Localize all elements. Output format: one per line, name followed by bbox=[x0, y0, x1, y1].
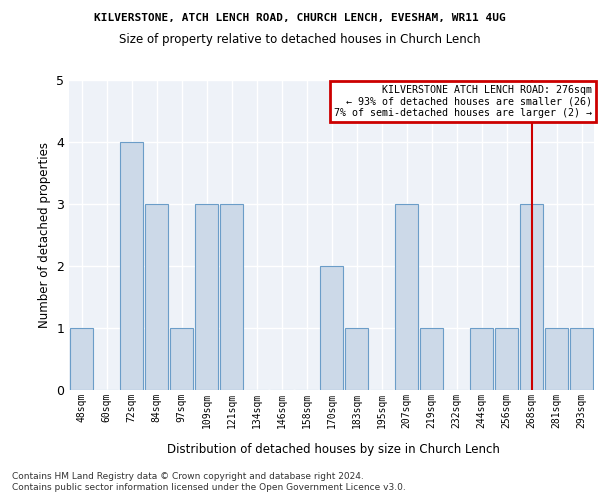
Text: KILVERSTONE ATCH LENCH ROAD: 276sqm
← 93% of detached houses are smaller (26)
7%: KILVERSTONE ATCH LENCH ROAD: 276sqm ← 93… bbox=[334, 85, 592, 118]
Text: Contains HM Land Registry data © Crown copyright and database right 2024.: Contains HM Land Registry data © Crown c… bbox=[12, 472, 364, 481]
Bar bbox=[520, 204, 543, 390]
Bar bbox=[345, 328, 368, 390]
Bar bbox=[545, 328, 568, 390]
Text: KILVERSTONE, ATCH LENCH ROAD, CHURCH LENCH, EVESHAM, WR11 4UG: KILVERSTONE, ATCH LENCH ROAD, CHURCH LEN… bbox=[94, 12, 506, 22]
Y-axis label: Number of detached properties: Number of detached properties bbox=[38, 142, 50, 328]
Bar bbox=[145, 204, 168, 390]
Bar bbox=[470, 328, 493, 390]
Bar bbox=[220, 204, 243, 390]
Bar bbox=[495, 328, 518, 390]
Bar bbox=[70, 328, 93, 390]
Bar bbox=[170, 328, 193, 390]
Bar bbox=[420, 328, 443, 390]
Bar bbox=[395, 204, 418, 390]
Bar bbox=[570, 328, 593, 390]
Text: Size of property relative to detached houses in Church Lench: Size of property relative to detached ho… bbox=[119, 32, 481, 46]
Text: Distribution of detached houses by size in Church Lench: Distribution of detached houses by size … bbox=[167, 442, 499, 456]
Bar bbox=[195, 204, 218, 390]
Bar bbox=[120, 142, 143, 390]
Bar bbox=[320, 266, 343, 390]
Text: Contains public sector information licensed under the Open Government Licence v3: Contains public sector information licen… bbox=[12, 484, 406, 492]
